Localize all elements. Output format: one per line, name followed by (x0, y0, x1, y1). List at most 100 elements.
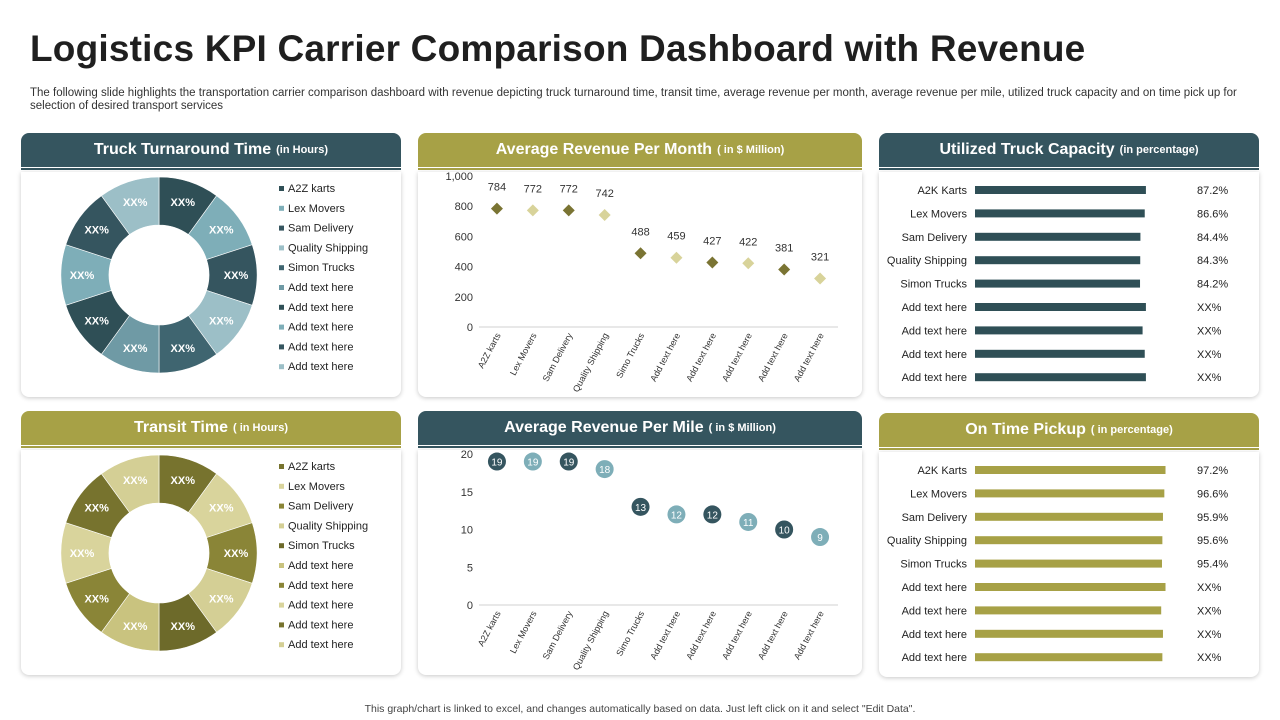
header-divider (418, 446, 862, 448)
bar-value-label: 86.6% (1197, 208, 1228, 220)
data-point (526, 204, 539, 217)
legend-label: Sam Delivery (288, 501, 354, 513)
slice-label: XX% (171, 621, 196, 633)
bar-value-label: XX% (1197, 605, 1222, 617)
x-tick-label: Lex Movers (508, 331, 539, 377)
data-label: 772 (524, 183, 542, 195)
y-tick-label: 1,000 (445, 172, 473, 183)
chart-card: A2K Karts 87.2% Lex Movers 86.6% Sam Deliver… (879, 172, 1259, 397)
legend-label: Add text here (288, 282, 353, 294)
x-tick-label: Quality Shipping (571, 609, 611, 672)
chart-title: Average Revenue Per Month (495, 141, 713, 158)
donut-chart[interactable]: XX% XX% XX% XX% XX% XX% XX% XX% XX% XX% A2Z karts L… (21, 172, 401, 397)
data-label: 18 (599, 465, 611, 476)
legend-label: Sam Delivery (288, 223, 354, 235)
x-tick-label: A2Z karts (476, 331, 503, 370)
x-tick-label: Add text here (720, 331, 754, 383)
x-tick-label: Add text here (648, 609, 682, 661)
bar (975, 536, 1163, 545)
slice-label: XX% (123, 475, 148, 487)
bar-value-label: XX% (1197, 652, 1222, 664)
data-point (739, 512, 758, 531)
donut-hole (110, 504, 208, 602)
legend-swatch (279, 245, 284, 251)
legend-label: Add text here (288, 341, 353, 353)
bar (975, 512, 1163, 521)
header-divider (21, 168, 401, 170)
y-tick-label: 5 (467, 562, 473, 574)
chart-subtitle: ( in percentage) (1090, 424, 1173, 436)
data-point (742, 257, 755, 270)
data-point (778, 263, 791, 276)
data-label: 742 (595, 188, 613, 200)
bar (975, 466, 1166, 474)
bar-value-label: 84.3% (1197, 255, 1228, 267)
bar-category-label: Add text here (902, 629, 967, 641)
slice-label: XX% (123, 343, 148, 355)
header-divider (879, 168, 1259, 170)
legend-swatch (279, 464, 284, 469)
data-point (634, 247, 647, 260)
slice-label: XX% (70, 548, 95, 560)
panel-header: Utilized Truck Capacity (in percentage) (879, 133, 1259, 167)
bar (975, 606, 1162, 615)
bar-value-label: XX% (1197, 582, 1222, 594)
legend-swatch (279, 582, 284, 588)
y-tick-label: 20 (461, 450, 473, 461)
chart-title: Utilized Truck Capacity (939, 141, 1115, 158)
bar-value-label: XX% (1197, 349, 1222, 361)
data-label: 427 (703, 236, 721, 248)
panel-avg-revenue-mile: Average Revenue Per Mile ( in $ Million)… (418, 411, 862, 675)
chart-card: A2K Karts 97.2% Lex Movers 96.6% Sam Deliver… (879, 452, 1259, 677)
bar-value-label: 87.2% (1197, 185, 1228, 197)
bar-category-label: Add text here (902, 652, 967, 664)
chart-title: Truck Turnaround Time (93, 141, 272, 158)
legend-swatch (279, 324, 284, 330)
x-tick-label: Add text here (720, 609, 754, 661)
bar (975, 326, 1143, 335)
donut-chart[interactable]: XX% XX% XX% XX% XX% XX% XX% XX% XX% XX% A2Z karts L… (21, 450, 401, 675)
data-label: 459 (667, 231, 685, 243)
panel-header: On Time Pickup ( in percentage) (879, 413, 1259, 447)
legend-label: Add text here (288, 361, 353, 373)
data-label: 13 (635, 503, 647, 514)
data-point (562, 204, 575, 217)
panel-on-time-pickup: On Time Pickup ( in percentage) A2K Kart… (879, 413, 1259, 677)
bar (975, 186, 1146, 194)
legend-swatch (279, 285, 284, 290)
panel-avg-revenue-month: Average Revenue Per Month ( in $ Million… (418, 133, 862, 397)
chart-title: Average Revenue Per Mile (504, 419, 704, 436)
bar-value-label: XX% (1197, 302, 1222, 314)
x-tick-label: Add text here (648, 331, 682, 383)
legend-label: Add text here (288, 560, 353, 572)
bar-chart[interactable]: A2K Karts 87.2% Lex Movers 86.6% Sam Deliver… (879, 172, 1259, 397)
bar-category-label: Simon Trucks (900, 559, 967, 571)
chart-subtitle: ( in Hours) (232, 422, 288, 434)
slice-label: XX% (171, 475, 196, 487)
bar-category-label: Add text here (902, 582, 967, 594)
bar (975, 489, 1165, 498)
panel-header: Transit Time ( in Hours) (21, 411, 401, 445)
slice-label: XX% (84, 593, 109, 605)
panel-truck-turnaround: Truck Turnaround Time (in Hours) XX% XX% X… (21, 133, 401, 397)
panel-transit-time: Transit Time ( in Hours) XX% XX% XX% XX% XX%… (21, 411, 401, 675)
legend-label: Quality Shipping (288, 520, 368, 532)
bar-category-label: Add text here (902, 372, 967, 384)
legend-swatch (279, 225, 284, 231)
data-point (490, 202, 503, 215)
bar-category-label: Simon Trucks (900, 279, 967, 291)
scatter-chart[interactable]: 0 5 10 15 20 19 A2Z karts 19 Lex Movers 19 Sam Del… (418, 449, 862, 675)
legend-label: Add text here (288, 302, 353, 314)
bar-category-label: Add text here (902, 349, 967, 361)
bar-chart[interactable]: A2K Karts 97.2% Lex Movers 96.6% Sam Deliver… (879, 452, 1259, 677)
header-divider (418, 168, 862, 170)
x-tick-label: Add text here (792, 609, 826, 661)
y-tick-label: 0 (467, 600, 473, 612)
legend-label: A2Z karts (288, 461, 336, 473)
scatter-chart[interactable]: 0 200 400 600 800 1,000 784 A2Z karts 772 Lex Mov… (418, 171, 862, 397)
data-label: 12 (707, 510, 719, 521)
data-label: 772 (560, 183, 578, 195)
legend-swatch (279, 205, 284, 211)
y-tick-label: 0 (467, 322, 473, 334)
x-tick-label: A2Z karts (476, 609, 503, 648)
